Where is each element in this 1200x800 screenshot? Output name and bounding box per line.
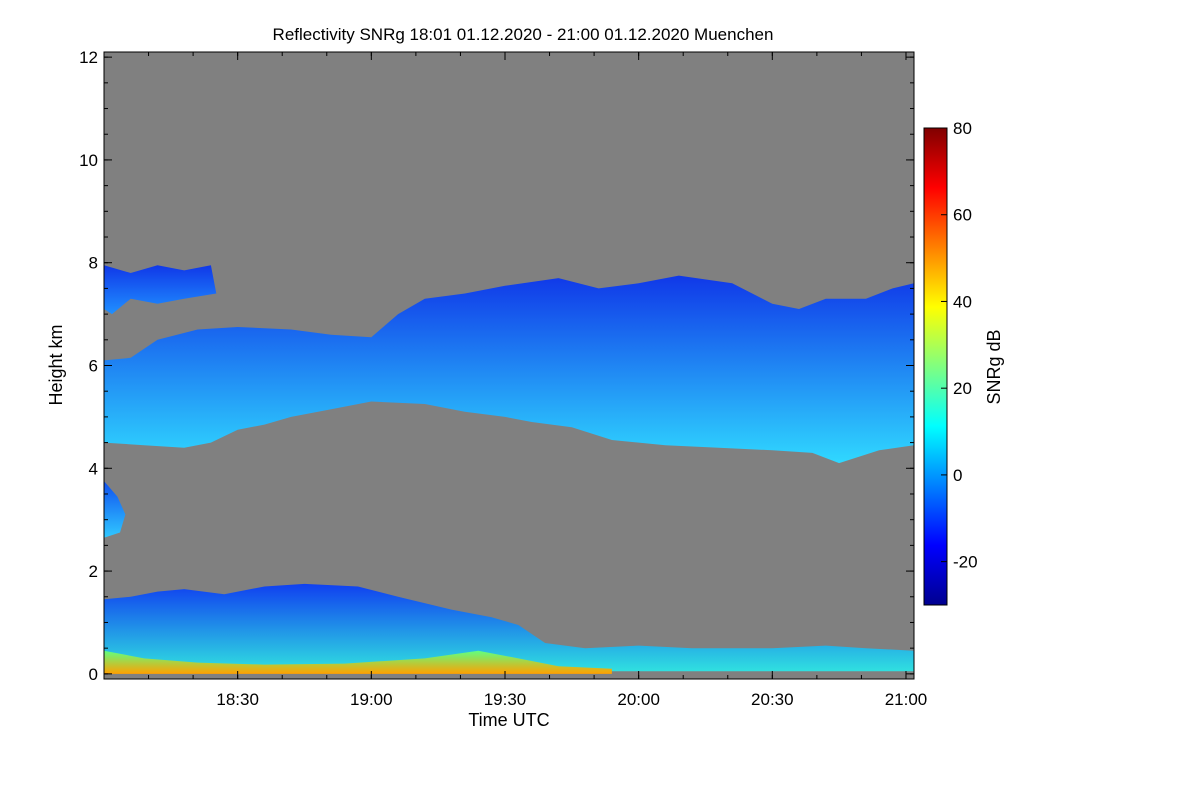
y-tick-label: 4 (89, 459, 98, 478)
x-axis-ticks: 18:30 19:00 19:30 20:00 20:30 21:00 (103, 52, 928, 709)
chart-title: Reflectivity SNRg 18:01 01.12.2020 - 21:… (273, 25, 774, 44)
x-tick-label: 18:30 (216, 690, 259, 709)
x-axis-label: Time UTC (468, 710, 549, 730)
x-tick-label: 21:00 (885, 690, 928, 709)
y-tick-label: 0 (89, 665, 98, 684)
cloud-top-fragment (104, 265, 217, 315)
plot-area: 18:30 19:00 19:30 20:00 20:30 21:00 0 2 4 6 8 10 12 (79, 48, 927, 709)
colorbar-tick-label: 20 (953, 379, 972, 398)
surface-echo (104, 650, 612, 674)
y-axis-label: Height km (46, 324, 66, 405)
boundary-layer (104, 583, 914, 672)
y-tick-label: 12 (79, 48, 98, 67)
upper-cloud-layer (104, 275, 914, 464)
y-axis-ticks: 0 2 4 6 8 10 12 (79, 48, 914, 684)
colorbar-tick-label: 80 (953, 119, 972, 138)
x-tick-label: 20:00 (617, 690, 660, 709)
mid-level-patch (104, 481, 126, 538)
y-tick-label: 6 (89, 357, 98, 376)
colorbar-tick-label: 40 (953, 292, 972, 311)
colorbar-gradient (923, 127, 948, 606)
colorbar-tick-label: -20 (953, 553, 978, 572)
colorbar-tick-label: 0 (953, 466, 962, 485)
x-tick-label: 20:30 (751, 690, 794, 709)
x-tick-label: 19:30 (484, 690, 527, 709)
y-tick-label: 8 (89, 254, 98, 273)
y-tick-label: 10 (79, 151, 98, 170)
colorbar-tick-label: 60 (953, 206, 972, 225)
colorbar: -20 0 20 40 60 80 SNRg dB (923, 119, 1004, 606)
y-tick-label: 2 (89, 562, 98, 581)
colorbar-label: SNRg dB (984, 329, 1004, 404)
x-tick-label: 19:00 (350, 690, 393, 709)
echo-regions (104, 265, 914, 674)
colorbar-ticks: -20 0 20 40 60 80 (941, 119, 978, 572)
